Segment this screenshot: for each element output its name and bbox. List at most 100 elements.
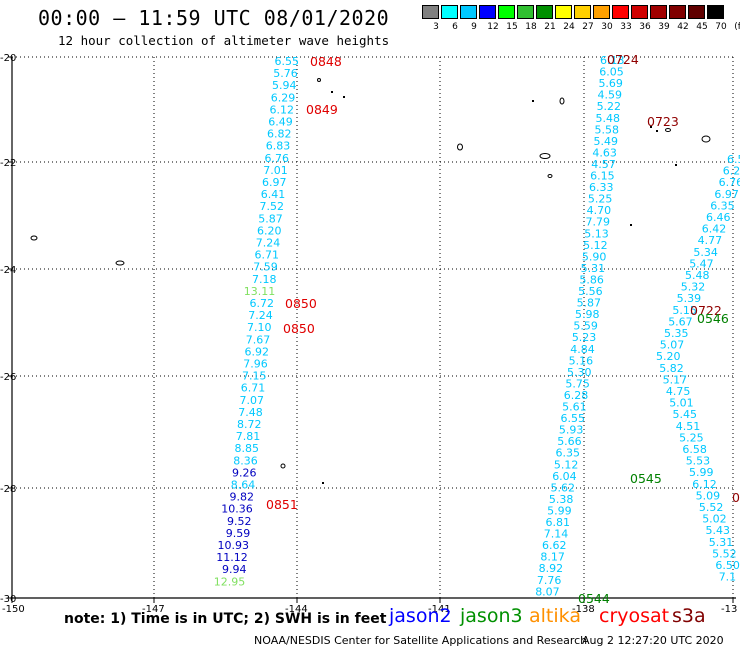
wave-height-label: 6.41 [261,188,286,201]
island-outline [665,128,671,132]
legend-swatch [707,5,724,19]
wave-height-label: 5.93 [559,424,584,437]
wave-height-label: 6.82 [267,128,292,141]
wave-height-label: 5.87 [577,297,602,310]
wave-height-label: 7.14 [544,528,569,541]
pass-time-label: 0723 [647,114,679,129]
wave-height-label: 9.94 [222,563,247,576]
wave-height-label: 6.83 [266,140,291,153]
wave-height-label: 8.72 [237,418,262,431]
legend-level-label: 6 [452,22,458,32]
legend-swatch [460,5,477,19]
wave-height-label: 5.09 [696,489,721,502]
wave-height-label: 6.72 [250,297,275,310]
wave-height-label: 6.92 [245,345,270,358]
pass-time-label: 0 [732,490,740,505]
footer-credit: NOAA/NESDIS Center for Satellite Applica… [254,634,588,647]
map-title: 00:00 – 11:59 UTC 08/01/2020 [38,6,390,30]
satellite-name-cryosat: cryosat [599,605,670,627]
wave-height-label: 6.71 [255,249,280,262]
wave-height-label: 7.24 [256,237,281,250]
legend-level-label: 70 [715,22,727,32]
wave-height-label: 5.25 [588,193,613,206]
wave-height-label: 6.55 [275,55,300,68]
legend-swatch [650,5,667,19]
legend-level-label: 45 [696,22,708,32]
wave-height-label: 6.49 [268,116,293,129]
wave-height-label: 6.20 [257,224,282,237]
wave-height-label: 6.15 [590,170,615,183]
lon-tick-label: -13 [721,604,737,615]
wave-height-label: 5.07 [660,339,685,352]
legend-level-label: 12 [487,22,499,32]
wave-height-label: 5.02 [702,513,727,526]
wave-height-label: 6.35 [710,199,735,212]
legend-level-label: 3 [433,22,439,32]
wave-height-label: 6.55 [560,412,585,425]
island-outline [547,174,553,178]
legend-swatch [517,5,534,19]
wave-height-label: 5.31 [581,262,606,275]
wave-height-label: 5.45 [673,408,698,421]
wave-height-label: 4.57 [591,158,616,171]
lon-tick-label: -144 [285,604,308,615]
wave-height-label: 5.87 [258,212,283,225]
wave-height-label: 5.66 [557,435,582,448]
wave-height-label: 5.82 [659,362,684,375]
wave-height-label: 5.53 [686,455,711,468]
wave-height-label: 5.16 [569,354,594,367]
legend-swatch [612,5,629,19]
pass-time-label: 0848 [310,54,342,69]
island-outline [457,143,463,151]
legend-level-label: 21 [544,22,556,32]
wave-height-label: 8.36 [233,454,258,467]
wave-height-label: 8.64 [231,479,256,492]
wave-height-label: 9.59 [226,527,251,540]
lat-tick-label: -20 [0,53,16,64]
legend-swatch [498,5,515,19]
wave-height-label: 5.12 [583,239,608,252]
lon-tick-label: -150 [2,604,25,615]
satellite-name-jason3: jason3 [460,605,523,627]
wave-height-label: 6.76 [265,152,290,165]
wave-height-label: 7.52 [260,200,285,213]
wave-height-label: 5.35 [664,327,689,340]
lat-tick-label: -22 [0,158,16,169]
satellite-name-s3a: s3a [672,605,706,627]
legend-level-label: 24 [563,22,575,32]
pass-time-label: 0545 [630,471,662,486]
wave-height-label: 5.75 [565,377,590,390]
wave-height-label: 4.63 [592,146,617,159]
satellite-name-altika: altika [529,605,581,627]
wave-height-label: 5.12 [554,458,579,471]
wave-height-label: 7.59 [253,261,278,274]
wave-height-label: 5.49 [593,135,618,148]
wave-height-label: 6.12 [692,478,717,491]
wave-height-label: 5.39 [677,292,702,305]
wave-height-label: 9.82 [230,491,255,504]
wave-height-label: 6.13 [600,54,625,67]
wave-height-label: 5.94 [272,79,297,92]
wave-height-label: 6.05 [599,66,624,79]
legend-swatch [555,5,572,19]
wave-height-label: 4.77 [698,234,723,247]
wave-height-label: 7.81 [236,430,261,443]
wave-height-label: 7.48 [238,406,263,419]
wave-height-label: 4.84 [570,343,595,356]
wave-height-label: 5.17 [663,373,688,386]
wave-height-label: 5.99 [547,504,572,517]
wave-height-label: 5.99 [689,466,714,479]
map-subtitle: 12 hour collection of altimeter wave hei… [58,33,390,48]
wave-height-label: 5.98 [575,308,600,321]
wave-height-label: 6.46 [706,211,731,224]
wave-height-label: 4.59 [598,89,623,102]
pass-time-label: 0546 [697,311,729,326]
footer-timestamp: Aug 2 12:27:20 UTC 2020 [582,634,724,647]
wave-height-label: 6.5 [727,153,740,166]
wave-height-label: 10.36 [221,503,253,516]
wave-height-label: 9.52 [227,515,252,528]
wave-height-label: 11.12 [216,551,248,564]
pass-time-label: 0851 [266,497,298,512]
legend-level-label: 39 [658,22,670,32]
lon-tick-label: -141 [428,604,451,615]
